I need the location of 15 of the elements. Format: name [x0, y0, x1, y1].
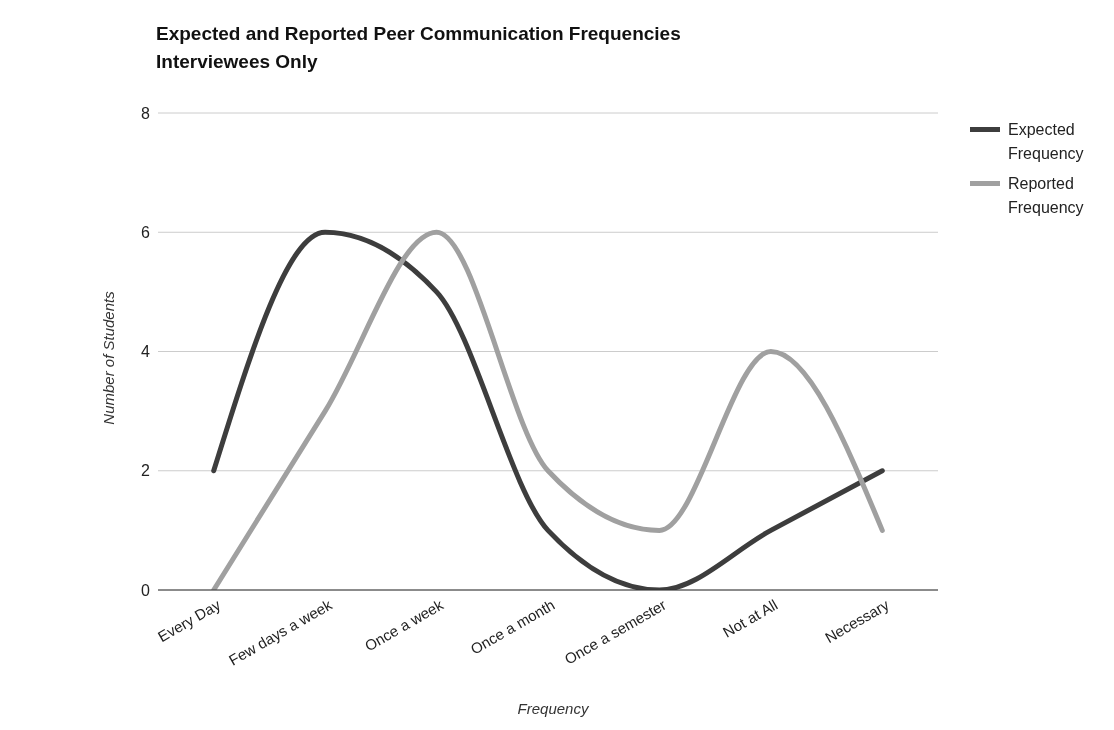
chart-title: Expected and Reported Peer Communication Frequencies [156, 22, 681, 46]
chart-subtitle: Interviewees Only [156, 50, 319, 74]
x-tick-label: Every Day [154, 595, 224, 646]
y-tick-label: 8 [141, 104, 151, 122]
y-tick-label: 6 [141, 223, 151, 241]
y-tick-label: 4 [141, 343, 151, 361]
y-axis-title: Number of Students [99, 291, 117, 425]
y-tick-label: 0 [141, 581, 151, 599]
x-tick-label: Once a week [361, 595, 447, 655]
legend-label: Expected Frequency [1008, 120, 1085, 164]
legend-label: Reported Frequency [1008, 174, 1085, 218]
x-tick-label: Few days a week [225, 595, 336, 669]
x-axis-title: Frequency [517, 699, 589, 717]
y-tick-label: 2 [141, 462, 151, 480]
x-tick-label: Not at All [719, 595, 781, 641]
